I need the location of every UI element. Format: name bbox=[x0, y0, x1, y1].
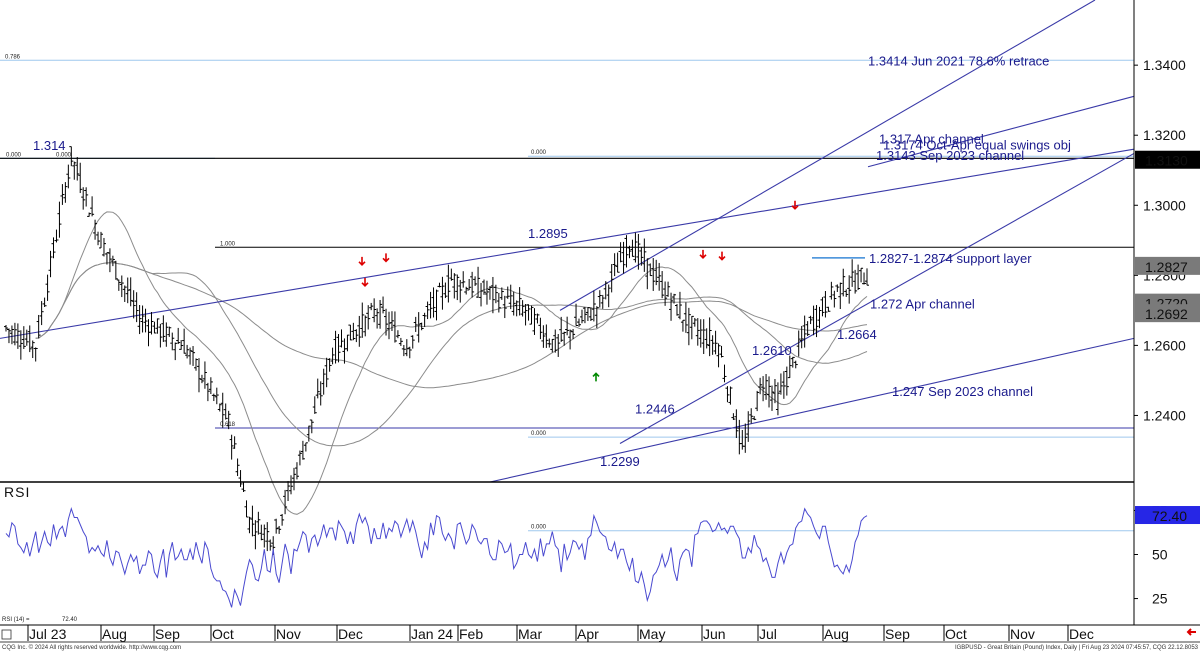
annotation-label: 1.272 Apr channel bbox=[870, 296, 975, 311]
time-tick-label: Aug bbox=[824, 626, 849, 642]
time-tick-label: Dec bbox=[338, 626, 363, 642]
annotation-label: 1.3414 Jun 2021 78.6% retrace bbox=[868, 53, 1049, 68]
fib-label: 0.786 bbox=[5, 54, 21, 60]
annotation-label: 1.247 Sep 2023 channel bbox=[892, 384, 1033, 399]
time-tick-label: Sep bbox=[885, 626, 910, 642]
price-highlight-box bbox=[1135, 256, 1200, 275]
channel-line bbox=[867, 95, 1135, 168]
up-arrow-icon bbox=[592, 372, 600, 382]
fib-label: 0.000 bbox=[531, 525, 547, 531]
scroll-box-icon bbox=[1, 629, 12, 640]
copyright-text: CQG Inc. © 2024 All rights reserved worl… bbox=[2, 645, 182, 651]
down-arrow-icon bbox=[382, 253, 390, 263]
down-arrow-icon bbox=[358, 256, 366, 266]
moving-average-20 bbox=[35, 211, 868, 515]
rsi-tick-label: 50 bbox=[1152, 547, 1168, 563]
time-tick-label: Apr bbox=[577, 626, 599, 642]
price-highlight-label: 1.3130 bbox=[1145, 153, 1188, 169]
time-tick-label: May bbox=[639, 626, 665, 642]
annotation-label: 1.2299 bbox=[600, 454, 640, 469]
price-tick-label: 1.3200 bbox=[1143, 127, 1186, 143]
price-highlight-box bbox=[1135, 304, 1200, 323]
price-tick-label: 1.2600 bbox=[1143, 337, 1186, 353]
down-arrow-icon bbox=[361, 277, 369, 287]
rsi-legend-value: 72.40 bbox=[62, 617, 78, 623]
time-tick-label: Nov bbox=[1010, 626, 1035, 642]
fib-label: 0.000 bbox=[6, 152, 22, 158]
trend-channels bbox=[0, 0, 1135, 483]
annotation-label: 1.2610 bbox=[752, 343, 792, 358]
price-tick-label: 1.3400 bbox=[1143, 57, 1186, 73]
time-tick-label: Jan 24 bbox=[411, 626, 453, 642]
annotation-label: 1.2895 bbox=[528, 226, 568, 241]
fib-label: 1.000 bbox=[220, 241, 236, 247]
price-bars bbox=[4, 146, 869, 555]
annotation-label: 1.314 bbox=[33, 138, 66, 153]
time-tick-label: Sep bbox=[155, 626, 180, 642]
rsi-title: RSI bbox=[4, 484, 30, 500]
time-tick-label: Jul bbox=[759, 626, 777, 642]
annotation-label: 1.2446 bbox=[635, 401, 675, 416]
price-axis: 1.34001.32001.30001.28001.26001.24001.31… bbox=[1134, 57, 1200, 423]
time-tick-label: Oct bbox=[212, 626, 234, 642]
time-tick-label: Dec bbox=[1069, 626, 1094, 642]
annotation-label: 1.2827-1.2874 support layer bbox=[869, 251, 1032, 266]
fib-label: 0.000 bbox=[56, 152, 72, 158]
down-arrow-icon bbox=[718, 251, 726, 261]
channel-line bbox=[0, 148, 1135, 339]
price-tick-label: 1.3000 bbox=[1143, 197, 1186, 213]
channel-line bbox=[489, 337, 1135, 483]
moving-average-50 bbox=[35, 262, 868, 447]
price-highlight-box bbox=[1135, 150, 1200, 169]
price-highlight-label: 1.2692 bbox=[1145, 306, 1188, 322]
moving-averages bbox=[35, 211, 868, 515]
fib-label: 0.618 bbox=[220, 422, 236, 428]
horizontal-levels bbox=[0, 157, 1134, 259]
price-highlight-label: 1.2827 bbox=[1145, 259, 1188, 275]
time-tick-label: Jul 23 bbox=[29, 626, 67, 642]
rsi-legend-label: RSI (14) = bbox=[2, 617, 30, 623]
fib-label: 0.000 bbox=[531, 150, 547, 156]
scroll-left-arrow-icon bbox=[1186, 628, 1196, 636]
moving-average-100 bbox=[35, 262, 868, 389]
time-axis: Jul 23 Aug Sep Oct Nov Dec Jan 24 Feb Mar Apr May J… bbox=[1, 625, 1196, 642]
time-tick-label: Aug bbox=[102, 626, 127, 642]
time-tick-label: Mar bbox=[518, 626, 542, 642]
time-tick-label: Feb bbox=[459, 626, 483, 642]
annotations: 1.3414 Jun 2021 78.6% retrace 1.3174 Oct-… bbox=[33, 53, 1071, 469]
signal-arrows bbox=[358, 200, 799, 382]
rsi-current-box bbox=[1135, 506, 1200, 525]
annotation-label: 1.3174 Oct-Apr equal swings obj bbox=[883, 137, 1071, 152]
rsi-current-label: 72.40 bbox=[1152, 508, 1187, 524]
rsi-line bbox=[5, 507, 868, 608]
time-tick-label: Oct bbox=[945, 626, 967, 642]
annotation-label: 1.317 Apr channel bbox=[879, 132, 984, 147]
rsi-tick-label: 25 bbox=[1152, 591, 1168, 607]
instrument-header: IGBPUSD - Great Britain (Pound) Index, D… bbox=[954, 645, 1198, 651]
price-tick-label: 1.2400 bbox=[1143, 407, 1186, 423]
time-tick-label: Nov bbox=[276, 626, 301, 642]
down-arrow-icon bbox=[699, 249, 707, 259]
channel-line bbox=[619, 152, 1135, 444]
time-tick-label: Jun bbox=[703, 626, 726, 642]
fib-label: 0.000 bbox=[531, 431, 547, 437]
annotation-label: 1.2664 bbox=[837, 327, 877, 342]
annotation-label: 1.3143 Sep 2023 channel bbox=[876, 148, 1024, 163]
down-arrow-icon bbox=[791, 200, 799, 210]
